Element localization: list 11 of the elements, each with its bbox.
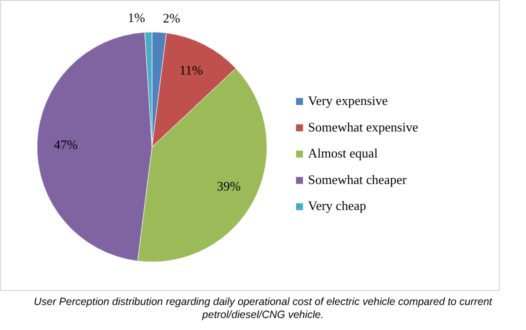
text: User Perception distribution regarding daily operational cost of electric vehicle compared to current petrol/diesel/CNG vehicle. — [34, 296, 494, 321]
data-label: 39% — [216, 178, 241, 194]
data-label: 47% — [54, 136, 78, 152]
legend-label: Very expensive — [308, 93, 388, 108]
data-label: 11% — [179, 62, 203, 78]
legend-label: Somewhat cheaper — [308, 172, 408, 187]
legend-label: Very cheap — [308, 198, 366, 214]
data-label: 2% — [162, 10, 180, 26]
legend-label: Somewhat expensive — [308, 119, 418, 134]
legend-label: Almost equal — [308, 146, 378, 161]
data-label: 1% — [128, 10, 146, 26]
